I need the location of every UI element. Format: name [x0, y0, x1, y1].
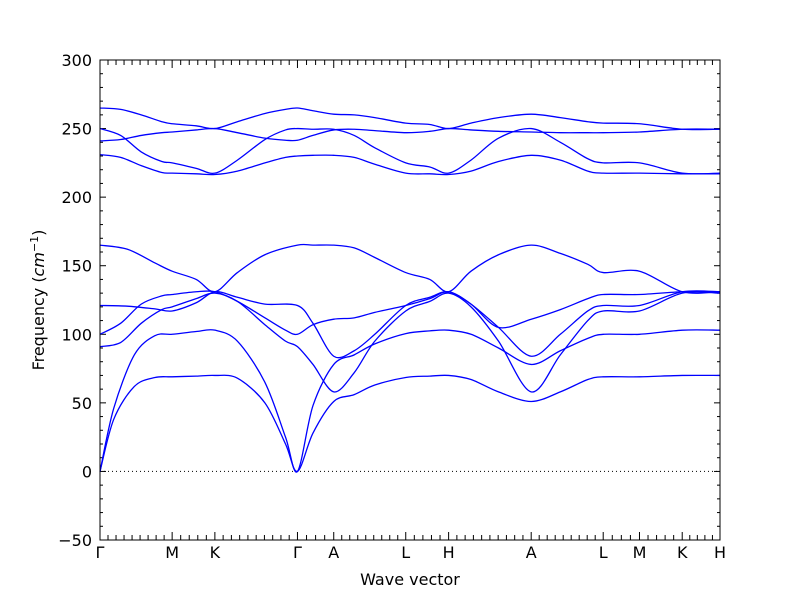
- x-tick-label: H: [443, 543, 455, 562]
- phonon-band-line: [99, 290, 721, 359]
- y-tick-label: 300: [61, 51, 92, 70]
- phonon-band-line: [99, 127, 721, 175]
- x-axis-label: Wave vector: [360, 570, 460, 589]
- phonon-band-line: [99, 153, 721, 176]
- phonon-band-line: [99, 243, 721, 294]
- phonon-band-line: [99, 291, 721, 393]
- phonon-band-line: [99, 127, 721, 142]
- y-axis-label: Frequency (cm−1): [28, 230, 48, 371]
- y-tick-label: 50: [72, 394, 92, 413]
- x-tick-label: A: [526, 543, 537, 562]
- y-axis-label-text: Frequency: [29, 288, 48, 371]
- y-tick-label: 200: [61, 188, 92, 207]
- x-tick-label: L: [599, 543, 608, 562]
- y-tick-label: −50: [58, 531, 92, 550]
- phonon-band-line: [99, 290, 721, 357]
- phonon-band-line: [99, 374, 721, 473]
- y-tick-label: 100: [61, 325, 92, 344]
- x-tick-label: H: [714, 543, 726, 562]
- y-axis-unit-exponent: −1: [28, 236, 41, 252]
- y-tick-label: 0: [82, 462, 92, 481]
- x-tick-label: Γ: [293, 543, 302, 562]
- x-tick-label: L: [401, 543, 410, 562]
- x-tick-label: Γ: [96, 543, 105, 562]
- y-tick-label: 150: [61, 257, 92, 276]
- tick-marks: [99, 59, 721, 541]
- x-tick-label: M: [633, 543, 647, 562]
- phonon-band-line: [99, 328, 721, 473]
- x-tick-label: A: [328, 543, 339, 562]
- x-tick-label: M: [165, 543, 179, 562]
- plot-frame: [99, 59, 721, 541]
- y-axis-unit-base: cm: [29, 252, 48, 276]
- phonon-band-line: [99, 107, 721, 131]
- x-tick-label: K: [210, 543, 221, 562]
- y-tick-label: 250: [61, 120, 92, 139]
- x-tick-label: K: [677, 543, 688, 562]
- y-tick-labels: −50 0 50 100 150 200 250 300: [58, 51, 92, 550]
- phonon-bands: [99, 107, 721, 473]
